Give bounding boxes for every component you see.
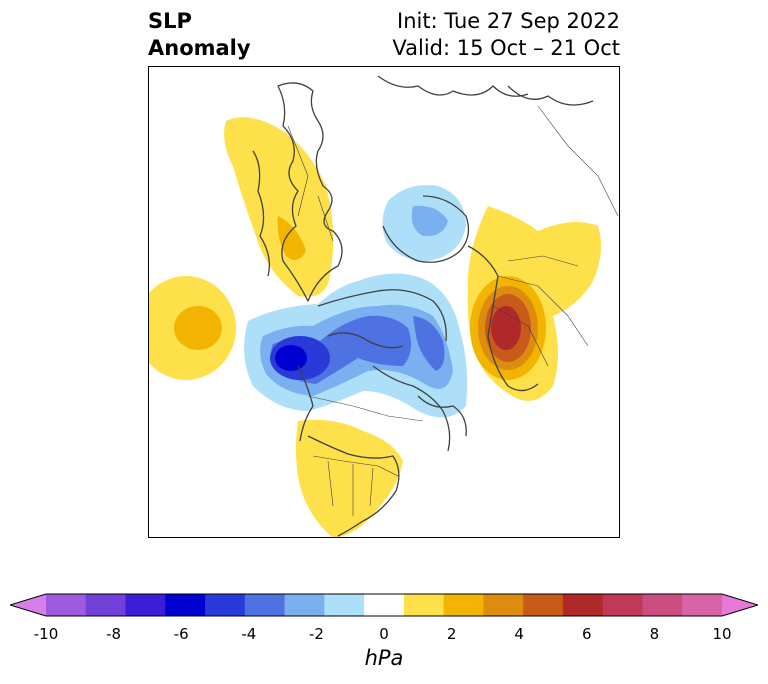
colorbar — [10, 593, 758, 617]
colorbar-tick-label: 2 — [446, 625, 457, 643]
colorbar-segment — [483, 594, 524, 616]
colorbar-segment — [284, 594, 325, 616]
borders — [287, 105, 619, 516]
chart-title: SLP Anomaly — [148, 8, 251, 62]
colorbar-tick-label: 6 — [582, 625, 592, 643]
colorbar-segment — [85, 594, 127, 616]
colorbar-segment — [523, 594, 564, 616]
negative-anomaly-alaska — [244, 273, 468, 418]
colorbar-segment — [682, 594, 723, 616]
title-line-1: SLP — [148, 9, 192, 33]
positive-anomaly-usa — [295, 419, 403, 538]
colorbar-segment — [165, 594, 206, 616]
colorbar-arrow-left — [10, 594, 46, 616]
colorbar-segment — [324, 594, 365, 616]
colorbar-tick-label: -8 — [106, 625, 122, 643]
colorbar-tick-label: 0 — [379, 625, 389, 643]
colorbar-segment — [562, 594, 604, 616]
slp-anomaly-map — [148, 66, 620, 538]
colorbar-tick-label: -10 — [33, 625, 59, 643]
colorbar-tick-label: 10 — [712, 625, 732, 643]
colorbar-segment — [125, 594, 166, 616]
colorbar-segment — [642, 594, 683, 616]
negative-anomaly-arctic — [382, 185, 466, 261]
title-line-2: Anomaly — [148, 36, 251, 60]
colorbar-tick-label: -2 — [308, 625, 324, 643]
colorbar-arrow-right — [722, 594, 758, 616]
colorbar-segment — [403, 594, 445, 616]
colorbar-label: hPa — [364, 646, 404, 670]
valid-range: Valid: 15 Oct – 21 Oct — [392, 36, 620, 60]
colorbar-segment — [443, 594, 484, 616]
colorbar-segment — [602, 594, 643, 616]
colorbar-segment — [244, 594, 286, 616]
positive-anomaly-europe — [224, 117, 334, 297]
init-date: Init: Tue 27 Sep 2022 — [397, 9, 620, 33]
colorbar-segment — [46, 594, 87, 616]
colorbar-tick-label: 8 — [649, 625, 660, 643]
colorbar-tick-label: -4 — [241, 625, 257, 643]
colorbar-tick-label: 4 — [514, 625, 524, 643]
coastlines — [252, 75, 594, 537]
date-info: Init: Tue 27 Sep 2022 Valid: 15 Oct – 21… — [392, 8, 620, 62]
colorbar-segment — [364, 594, 405, 616]
colorbar-tick-label: -6 — [173, 625, 189, 643]
positive-anomaly-west — [148, 276, 236, 380]
colorbar-segment — [205, 594, 246, 616]
